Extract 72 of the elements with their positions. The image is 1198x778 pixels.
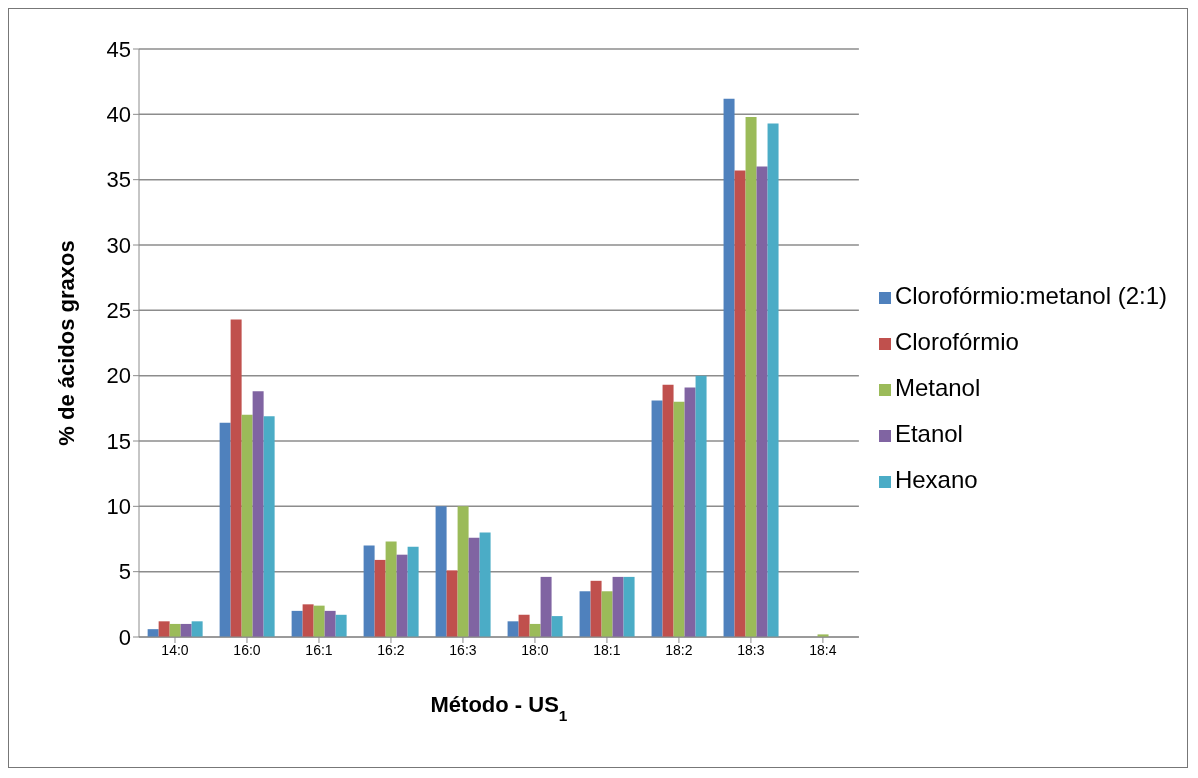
bar — [734, 170, 746, 637]
bar — [651, 400, 663, 637]
bar — [446, 570, 458, 637]
y-tick-label: 5 — [118, 559, 131, 585]
bar — [407, 546, 419, 637]
bar — [468, 537, 480, 637]
bar — [147, 629, 159, 637]
x-axis-title: Método - US$_{1}$ — [430, 692, 568, 724]
x-tick-label: 18:1 — [593, 641, 621, 658]
y-tick-label: 15 — [106, 428, 131, 454]
bar — [551, 616, 563, 637]
bar — [623, 576, 635, 637]
bar — [219, 422, 231, 637]
bar — [191, 621, 203, 637]
bar — [745, 116, 757, 637]
bar — [612, 576, 624, 637]
bar — [180, 623, 192, 637]
legend-label: Metanol — [894, 374, 981, 401]
bar — [518, 614, 530, 637]
y-tick-label: 45 — [106, 36, 131, 62]
x-tick-label: 16:2 — [377, 641, 405, 658]
bar — [579, 591, 591, 637]
bar — [684, 387, 696, 637]
bar — [457, 506, 469, 637]
y-tick-label: 30 — [106, 232, 131, 258]
x-tick-label: 14:0 — [161, 641, 189, 658]
bar — [324, 610, 336, 637]
bar — [479, 532, 491, 637]
y-tick-label: 20 — [106, 363, 131, 389]
bar — [313, 605, 325, 637]
bar — [662, 384, 674, 637]
bar — [252, 391, 264, 637]
x-tick-label: 18:0 — [521, 641, 549, 658]
legend-label: Clorofórmio — [894, 328, 1019, 355]
y-tick-label: 25 — [106, 298, 131, 324]
bar — [396, 554, 408, 637]
y-tick-label: 35 — [106, 167, 131, 193]
bar — [169, 623, 181, 637]
x-tick-label: 16:3 — [449, 641, 477, 658]
x-tick-label: 16:1 — [305, 641, 333, 658]
bar — [590, 580, 602, 637]
bar — [263, 416, 275, 637]
bar — [507, 621, 519, 637]
bar — [385, 541, 397, 637]
bar — [302, 604, 314, 637]
x-tick-label: 18:3 — [737, 641, 765, 658]
bar — [363, 545, 375, 637]
bar — [230, 319, 242, 637]
bar — [241, 414, 253, 637]
bar — [601, 591, 613, 637]
y-axis-title: % de ácidos graxos — [54, 240, 79, 446]
x-tick-label: 16:0 — [233, 641, 261, 658]
y-tick-label: 10 — [106, 494, 131, 520]
bar — [158, 621, 170, 637]
bar — [529, 623, 541, 637]
legend-label: Hexano — [894, 466, 978, 493]
bar — [756, 166, 768, 637]
y-tick-label: 40 — [106, 102, 131, 128]
bar — [695, 375, 707, 637]
x-tick-label: 18:4 — [809, 641, 837, 658]
x-tick-label: 18:2 — [665, 641, 693, 658]
bar — [335, 614, 347, 637]
bar — [374, 559, 386, 637]
bar — [767, 123, 779, 637]
bar — [291, 610, 303, 637]
bar — [435, 506, 447, 637]
bar — [540, 576, 552, 637]
y-tick-label: 0 — [118, 624, 131, 650]
legend-label: Etanol — [894, 420, 963, 447]
bar — [723, 98, 735, 637]
legend-label: Clorofórmio:metanol (2:1) — [894, 282, 1167, 309]
bar — [673, 401, 685, 637]
